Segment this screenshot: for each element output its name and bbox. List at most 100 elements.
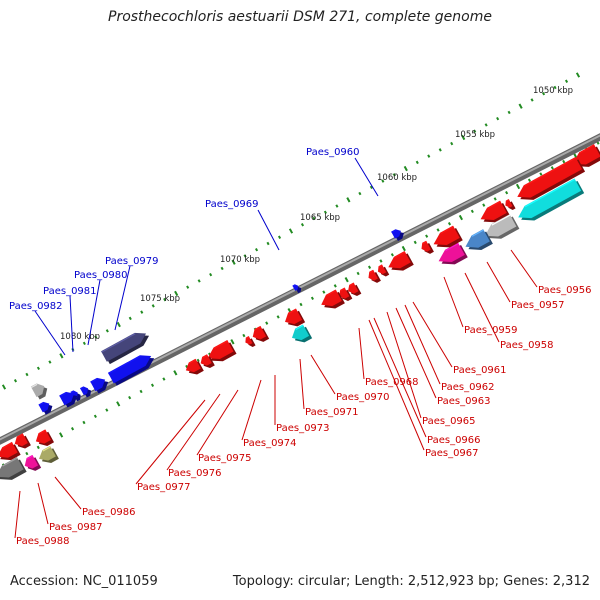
scale-tick	[367, 265, 372, 269]
gene-label: Paes_0961	[412, 301, 507, 376]
svg-text:Paes_0962: Paes_0962	[441, 382, 495, 393]
scale-tick	[390, 253, 394, 257]
scale-tick	[288, 228, 294, 234]
scale-tick	[413, 240, 417, 245]
gene-label: Paes_0974	[241, 379, 297, 449]
scale-tick	[542, 92, 546, 96]
scale-label: 1080 kbp	[60, 332, 100, 342]
svg-text:Paes_0982: Paes_0982	[9, 301, 63, 312]
scale-tick	[174, 290, 179, 297]
gene-label: Paes_0958	[464, 272, 554, 351]
scale-tick	[310, 296, 314, 300]
scale-tick	[266, 241, 270, 246]
gene-arrow	[101, 332, 150, 365]
svg-text:Paes_0957: Paes_0957	[511, 300, 565, 311]
svg-text:Paes_0960: Paes_0960	[306, 147, 360, 158]
gene-label: Paes_0987	[37, 482, 103, 533]
scale-tick	[196, 358, 200, 363]
gene-label: Paes_0966	[373, 317, 481, 446]
svg-text:Paes_0987: Paes_0987	[49, 522, 103, 533]
gene-arrow	[291, 324, 313, 343]
scale-tick	[230, 339, 235, 345]
gene-arrow	[572, 144, 600, 167]
scale-tick	[1, 384, 7, 390]
scale-tick	[403, 165, 408, 172]
gene-arrow	[90, 377, 109, 394]
scale-tick	[173, 370, 178, 376]
gene-arrow	[292, 284, 302, 294]
gene-label: Paes_0969	[205, 199, 280, 251]
genome-stats-text: Topology: circular; Length: 2,512,923 bp…	[232, 574, 590, 589]
scale-tick	[425, 234, 429, 238]
scale-tick	[527, 178, 532, 182]
scale-tick	[450, 141, 454, 146]
accession-text: Accession: NC_011059	[10, 574, 158, 589]
scale-tick	[369, 185, 373, 190]
scale-tick	[150, 383, 155, 387]
scale-tick	[220, 266, 224, 271]
scale-tick	[335, 204, 339, 208]
gene-arrow	[80, 386, 92, 398]
scale-tick	[231, 259, 236, 265]
gene-label: Paes_0975	[196, 389, 252, 464]
gene-label: Paes_0967	[368, 319, 479, 459]
scale-tick	[401, 245, 406, 252]
gene-label: Paes_0957	[486, 261, 565, 311]
scale-tick	[518, 103, 523, 109]
scale-tick	[427, 154, 431, 158]
scale-tick	[48, 360, 52, 364]
gene-arrow	[391, 229, 404, 242]
gene-arrow	[245, 336, 256, 347]
scale-tick	[507, 110, 511, 115]
scale-tick	[322, 290, 326, 294]
gene-label: Paes_0981	[43, 286, 97, 353]
svg-text:Paes_0961: Paes_0961	[453, 365, 507, 376]
gene-label: Paes_0973	[274, 375, 330, 434]
scale-tick	[299, 302, 303, 307]
gene-arrow	[107, 355, 155, 386]
svg-text:Paes_0968: Paes_0968	[365, 377, 419, 388]
scale-tick	[116, 321, 121, 328]
gene-label: Paes_0979	[105, 256, 159, 331]
scale-tick	[564, 79, 569, 83]
scale-tick	[59, 432, 64, 438]
gene-label: Paes_0963	[395, 307, 491, 407]
scale-tick	[381, 179, 385, 183]
scale-label: 1055 kbp	[455, 130, 495, 140]
gene-arrow	[517, 157, 586, 200]
scale-tick	[116, 401, 121, 407]
gene-label: Paes_0988	[14, 490, 70, 547]
gene-arrow	[339, 287, 353, 301]
scale-tick	[242, 333, 246, 338]
scale-tick	[162, 377, 166, 381]
svg-text:Paes_0976: Paes_0976	[168, 468, 222, 479]
scale-tick	[333, 284, 337, 288]
scale-tick	[379, 259, 383, 263]
gene-label: Paes_0959	[443, 276, 518, 336]
svg-text:Paes_0986: Paes_0986	[82, 507, 136, 518]
gene-arrow	[35, 429, 55, 446]
svg-text:Paes_0980: Paes_0980	[74, 270, 128, 281]
scale-tick	[550, 166, 554, 170]
scale-tick	[243, 254, 247, 258]
scale-tick	[59, 353, 64, 359]
gene-label: Paes_0960	[306, 147, 379, 197]
gene-label: Paes_0970	[310, 354, 390, 403]
gene-arrow	[421, 240, 434, 254]
scale-tick	[151, 304, 155, 308]
scale-tick	[105, 329, 109, 333]
gene-arrow	[348, 282, 362, 296]
scale-tick	[36, 445, 40, 450]
scale-tick	[186, 285, 190, 289]
svg-text:Paes_0969: Paes_0969	[205, 199, 259, 210]
gene-arrow	[465, 229, 493, 251]
scale-tick	[36, 366, 40, 370]
gene-arrow	[368, 269, 381, 283]
gene-label: Paes_0986	[54, 476, 136, 518]
backbone-highlight	[0, 134, 600, 441]
scale-tick	[515, 183, 521, 190]
scale-tick	[277, 235, 282, 239]
gene-label: Paes_0976	[166, 393, 222, 479]
gene-arrow	[38, 445, 59, 463]
